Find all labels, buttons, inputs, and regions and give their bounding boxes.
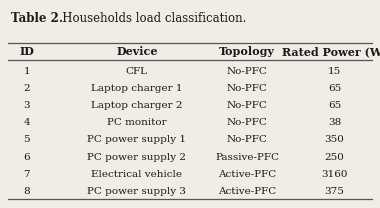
Text: ID: ID [19, 46, 34, 57]
Text: 8: 8 [23, 187, 30, 196]
Text: 65: 65 [328, 101, 341, 110]
Text: Device: Device [116, 46, 158, 57]
Text: Topology: Topology [219, 46, 275, 57]
Text: 4: 4 [23, 118, 30, 128]
Text: Households load classification.: Households load classification. [51, 12, 247, 26]
Text: No-PFC: No-PFC [226, 101, 268, 110]
Text: 6: 6 [23, 152, 30, 162]
Text: CFL: CFL [126, 67, 148, 76]
Text: PC power supply 1: PC power supply 1 [87, 135, 186, 145]
Text: Rated Power (W): Rated Power (W) [282, 46, 380, 57]
Text: Active-PFC: Active-PFC [218, 170, 276, 179]
Text: 65: 65 [328, 84, 341, 93]
Text: No-PFC: No-PFC [226, 118, 268, 128]
Text: PC power supply 2: PC power supply 2 [87, 152, 186, 162]
Text: 3160: 3160 [321, 170, 348, 179]
Text: 15: 15 [328, 67, 341, 76]
Text: 5: 5 [23, 135, 30, 145]
Text: Laptop charger 2: Laptop charger 2 [91, 101, 182, 110]
Text: No-PFC: No-PFC [226, 84, 268, 93]
Text: Table 2.: Table 2. [11, 12, 63, 26]
Text: No-PFC: No-PFC [226, 135, 268, 145]
Text: 375: 375 [325, 187, 344, 196]
Text: 7: 7 [23, 170, 30, 179]
Text: PC power supply 3: PC power supply 3 [87, 187, 186, 196]
Text: 1: 1 [23, 67, 30, 76]
Text: Active-PFC: Active-PFC [218, 187, 276, 196]
Text: Laptop charger 1: Laptop charger 1 [91, 84, 182, 93]
Text: PC monitor: PC monitor [107, 118, 166, 128]
Text: No-PFC: No-PFC [226, 67, 268, 76]
Text: Electrical vehicle: Electrical vehicle [91, 170, 182, 179]
Text: 350: 350 [325, 135, 344, 145]
Text: 3: 3 [23, 101, 30, 110]
Text: 250: 250 [325, 152, 344, 162]
Text: 38: 38 [328, 118, 341, 128]
Text: Passive-PFC: Passive-PFC [215, 152, 279, 162]
Text: 2: 2 [23, 84, 30, 93]
